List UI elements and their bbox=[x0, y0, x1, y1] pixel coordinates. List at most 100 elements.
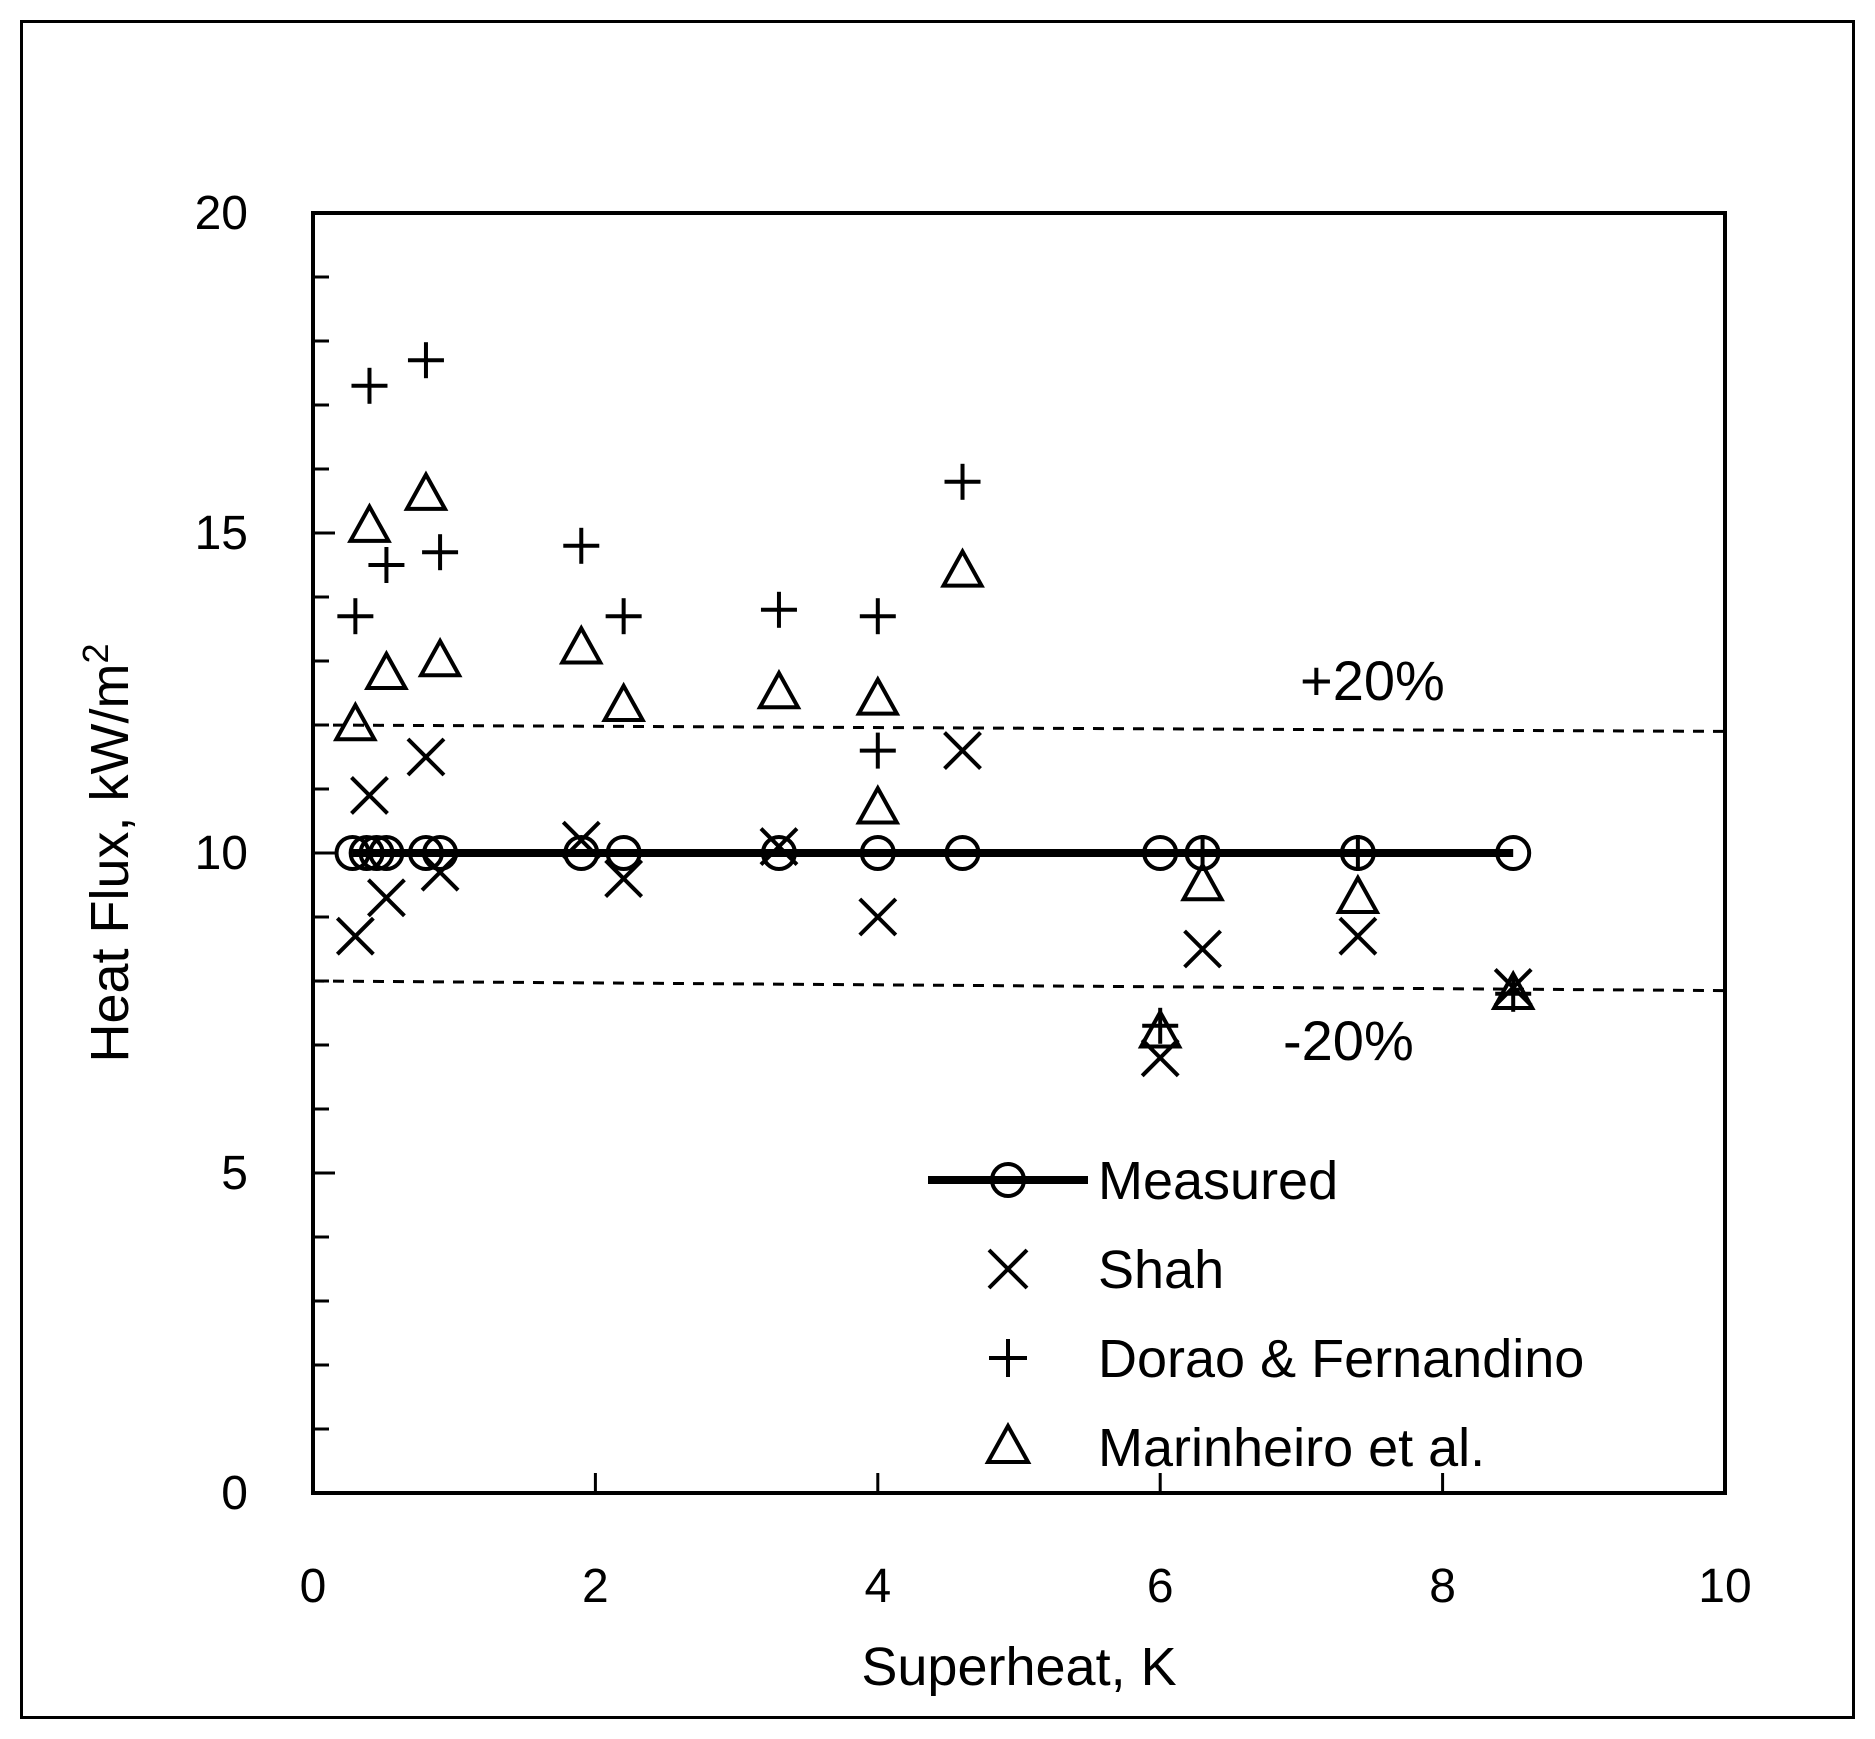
data-point-shah bbox=[858, 897, 898, 937]
data-point-marinheiro-et-al bbox=[1335, 873, 1381, 915]
data-point-marinheiro-et-al bbox=[1490, 969, 1536, 1011]
triangle-shape bbox=[1335, 873, 1381, 915]
triangle-shape bbox=[984, 1421, 1032, 1464]
data-point-marinheiro-et-al bbox=[756, 668, 802, 710]
data-point-dorao-fernandino bbox=[337, 598, 374, 635]
data-point-shah bbox=[604, 859, 644, 899]
y-axis-ticks: 0 5 10 15 20 bbox=[195, 187, 335, 1520]
legend-item-dorao-fernandino: Dorao & Fernandino bbox=[989, 1329, 1584, 1389]
data-point-marinheiro-et-al bbox=[364, 649, 409, 691]
series-marinheiro-et-al bbox=[332, 470, 1536, 1049]
legend-label: Dorao & Fernandino bbox=[1098, 1329, 1584, 1389]
triangle-shape bbox=[855, 784, 901, 825]
figure-frame bbox=[20, 20, 1855, 1719]
x-tick-label: 8 bbox=[1429, 1560, 1456, 1613]
triangle-shape bbox=[364, 649, 409, 691]
legend-marker bbox=[984, 1421, 1032, 1464]
legend-item-marinheiro-et-al: Marinheiro et al. bbox=[984, 1418, 1485, 1478]
data-point-marinheiro-et-al bbox=[601, 681, 647, 723]
reference-line-plus-20 bbox=[312, 723, 1726, 733]
data-point-marinheiro-et-al bbox=[940, 547, 985, 588]
data-point-marinheiro-et-al bbox=[417, 636, 463, 678]
legend-label: Shah bbox=[1098, 1240, 1224, 1300]
legend-marker bbox=[987, 1248, 1029, 1290]
x-axis-title: Superheat, K bbox=[861, 1637, 1176, 1697]
data-point-dorao-fernandino bbox=[859, 598, 896, 635]
reference-line-minus-20 bbox=[312, 979, 1726, 993]
x-tick-label: 2 bbox=[582, 1560, 609, 1613]
x-stroke-b bbox=[1183, 929, 1222, 969]
data-point-shah bbox=[561, 820, 601, 860]
data-point-measured bbox=[358, 835, 395, 871]
y-tick-label: 20 bbox=[195, 187, 248, 240]
legend-marker bbox=[990, 1162, 1026, 1198]
triangle-shape bbox=[403, 470, 449, 511]
data-point-measured bbox=[348, 835, 385, 871]
legend-item-measured: Measured bbox=[928, 1151, 1338, 1211]
data-point-marinheiro-et-al bbox=[855, 784, 901, 825]
triangle-shape bbox=[1180, 860, 1225, 902]
data-point-marinheiro-et-al bbox=[855, 675, 901, 716]
legend-item-shah: Shah bbox=[987, 1240, 1224, 1300]
data-point-dorao-fernandino bbox=[351, 367, 388, 404]
data-point-dorao-fernandino bbox=[944, 463, 981, 500]
triangle-shape bbox=[855, 675, 901, 716]
x-stroke-b bbox=[406, 737, 446, 777]
triangle-shape bbox=[347, 502, 392, 543]
data-point-measured bbox=[760, 835, 797, 871]
data-point-measured bbox=[368, 835, 405, 871]
data-point-marinheiro-et-al bbox=[1180, 860, 1225, 902]
data-point-measured bbox=[859, 835, 896, 871]
data-point-measured bbox=[422, 835, 459, 871]
data-point-dorao-fernandino bbox=[422, 534, 459, 571]
data-point-marinheiro-et-al bbox=[332, 700, 378, 742]
data-point-shah bbox=[335, 916, 375, 956]
x-tick-label: 0 bbox=[300, 1560, 327, 1613]
series-shah bbox=[335, 731, 1533, 1078]
x-stroke-b bbox=[367, 878, 406, 918]
data-point-measured bbox=[407, 835, 444, 871]
data-point-shah bbox=[1338, 916, 1378, 956]
y-tick-label: 0 bbox=[221, 1467, 248, 1520]
band-labels: +20% -20% bbox=[1283, 649, 1445, 1072]
triangle-shape bbox=[756, 668, 802, 710]
y-tick-label: 5 bbox=[221, 1147, 248, 1200]
data-point-measured bbox=[605, 835, 642, 871]
x-stroke-b bbox=[604, 859, 644, 899]
data-point-shah bbox=[943, 731, 982, 771]
data-point-shah bbox=[367, 878, 406, 918]
data-point-dorao-fernandino bbox=[760, 591, 797, 628]
y-tick-label: 10 bbox=[195, 827, 248, 880]
plus-20-label: +20% bbox=[1300, 649, 1445, 712]
data-point-shah bbox=[406, 737, 446, 777]
data-point-shah bbox=[759, 827, 799, 867]
data-point-dorao-fernandino bbox=[563, 527, 600, 564]
data-point-dorao-fernandino bbox=[368, 547, 405, 583]
legend: Measured Shah Dorao & Fernandino Marinheiro… bbox=[928, 1151, 1584, 1478]
data-point-shah bbox=[350, 775, 389, 815]
x-stroke-b bbox=[858, 897, 898, 937]
x-tick-label: 6 bbox=[1147, 1560, 1174, 1613]
triangle-shape bbox=[940, 547, 985, 588]
triangle-shape bbox=[1490, 969, 1536, 1011]
data-point-marinheiro-et-al bbox=[403, 470, 449, 511]
x-stroke-b bbox=[987, 1248, 1029, 1290]
series-layer bbox=[332, 342, 1536, 1078]
reference-lines bbox=[312, 723, 1726, 993]
series-measured bbox=[334, 835, 1532, 871]
data-point-dorao-fernandino bbox=[605, 598, 642, 635]
minus-20-label: -20% bbox=[1283, 1009, 1414, 1072]
data-point-marinheiro-et-al bbox=[558, 624, 604, 665]
triangle-shape bbox=[1137, 1008, 1183, 1049]
triangle-shape bbox=[417, 636, 463, 678]
x-stroke-b bbox=[1338, 916, 1378, 956]
data-point-dorao-fernandino bbox=[407, 342, 444, 379]
series-dorao-fernandino bbox=[337, 342, 1532, 1044]
y-axis-title: Heat Flux, kW/m2 bbox=[75, 643, 140, 1062]
legend-label: Measured bbox=[1098, 1151, 1338, 1211]
y-tick-label: 15 bbox=[195, 507, 248, 560]
data-point-measured bbox=[944, 835, 981, 871]
x-stroke-b bbox=[759, 827, 799, 867]
triangle-shape bbox=[601, 681, 647, 723]
